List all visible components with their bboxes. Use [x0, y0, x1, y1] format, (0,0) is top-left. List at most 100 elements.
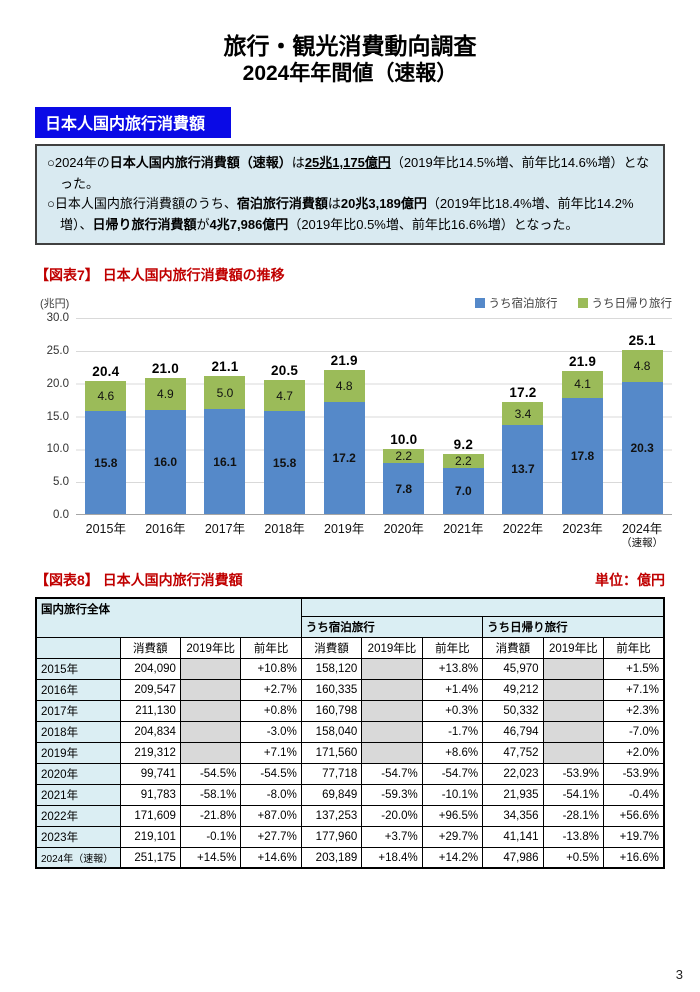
summary-text: （2019年比14.5%増、前年比14.6%増）となった。 — [60, 155, 650, 191]
bar-group-2023: 21.9 4.1 17.8 — [553, 318, 613, 515]
bar-group-2024: 25.1 4.8 20.3 — [612, 318, 672, 515]
bar-group-2018: 20.5 4.7 15.8 — [255, 318, 315, 515]
table-cell — [179, 679, 242, 702]
figure7-heading: 【図表7】 日本人国内旅行消費額の推移 — [35, 265, 665, 285]
table-row: 2016年 209,547 +2.7% 160,335 +1.4% 49,212 +7.1% — [35, 679, 665, 702]
table-row: 2019年 219,312 +7.1% 171,560 +8.6% 47,752 +2.0% — [35, 742, 665, 765]
table-cell: 171,609 — [119, 805, 181, 828]
table-cell: +27.7% — [240, 826, 302, 849]
table-header-row-group: 国内旅行全体 — [35, 597, 665, 639]
table-row: 2024年（速報） 251,175 +14.5% +14.6% 203,189 +18.4… — [35, 847, 665, 869]
column-header: 前年比 — [240, 637, 302, 660]
table-cell: +7.1% — [603, 679, 665, 702]
table-cell: 219,101 — [119, 826, 181, 849]
column-header: 消費額 — [482, 637, 544, 660]
bar-total-label: 21.9 — [569, 354, 597, 370]
table-cell: 209,547 — [119, 679, 181, 702]
bar-total-label: 17.2 — [509, 385, 537, 401]
row-year: 2018年 — [35, 721, 121, 744]
table-cell: 69,849 — [300, 784, 363, 807]
summary-text: 20兆3,189億円 — [340, 196, 427, 212]
table-cell: 34,356 — [482, 805, 544, 828]
bar-total-label: 9.2 — [453, 437, 474, 453]
summary-text: は — [291, 155, 305, 170]
bar-total-label: 25.1 — [628, 333, 656, 349]
summary-box: ○2024年の日本人国内旅行消費額（速報）は25兆1,175億円（2019年比1… — [35, 144, 665, 246]
table-cell: -0.4% — [603, 784, 665, 807]
bar-segment-daytrip: 2.2 — [383, 448, 425, 464]
y-axis: 30.0 25.0 20.0 15.0 10.0 5.0 0.0 — [46, 312, 69, 522]
table-cell: 50,332 — [482, 700, 544, 723]
bar-segment-daytrip: 4.8 — [323, 370, 365, 402]
table-row: 2021年 91,783 -58.1% -8.0% 69,849 -59.3% -10.1%… — [35, 784, 665, 807]
table-cell: 219,312 — [119, 742, 181, 765]
x-tick: 2016年 — [145, 522, 186, 537]
summary-text: は — [327, 196, 341, 212]
bar-total-label: 20.5 — [271, 363, 299, 379]
table-cell: -54.5% — [240, 763, 302, 786]
table-row: 2015年 204,090 +10.8% 158,120 +13.8% 45,970 +1.… — [35, 658, 665, 681]
bar-group-2017: 21.1 5.0 16.1 — [195, 318, 255, 515]
table-cell: 251,175 — [119, 847, 181, 869]
table-cell: +0.8% — [240, 700, 302, 723]
table-cell: 160,798 — [300, 700, 363, 723]
table-cell: 204,834 — [119, 721, 181, 744]
bar-segment-daytrip: 4.8 — [621, 350, 663, 382]
table-cell: 158,040 — [300, 721, 363, 744]
bar-segment-overnight: 13.7 — [502, 424, 544, 515]
table-cell: +0.5% — [542, 847, 605, 869]
table-cell: +14.5% — [179, 847, 242, 869]
column-header: 2019年比 — [361, 637, 423, 660]
segment-value-label: 4.6 — [97, 388, 115, 403]
table-cell: +2.7% — [240, 679, 302, 702]
table-cell: 171,560 — [300, 742, 363, 765]
segment-value-label: 5.0 — [216, 385, 234, 400]
row-year: 2015年 — [35, 658, 121, 681]
bar-group-2020: 10.0 2.2 7.8 — [374, 318, 434, 515]
segment-value-label: 17.8 — [570, 448, 595, 463]
table-row: 2020年 99,741 -54.5% -54.5% 77,718 -54.7% -54.7… — [35, 763, 665, 786]
bar-segment-daytrip: 4.1 — [562, 371, 604, 398]
table-cell: +10.8% — [240, 658, 302, 681]
table-cell — [542, 742, 605, 765]
table-group-header: 国内旅行全体 — [35, 597, 302, 639]
x-tick: 2018年 — [264, 522, 305, 537]
bar-segment-daytrip: 3.4 — [502, 402, 544, 425]
summary-text: ○日本人国内旅行消費額のうち、 — [47, 196, 237, 212]
table-cell — [542, 658, 605, 681]
table-cell: 203,189 — [300, 847, 363, 869]
summary-text: 日本人国内旅行消費額（速報） — [109, 155, 292, 170]
figure7-title: 【図表7】 日本人国内旅行消費額の推移 — [35, 267, 285, 284]
table-cell: +96.5% — [421, 805, 484, 828]
summary-text: ○2024年の — [47, 155, 110, 170]
table-cell: +14.6% — [240, 847, 302, 869]
bar-total-label: 20.4 — [92, 363, 120, 379]
summary-highlight-amount: 25兆1,175億円 — [304, 155, 391, 170]
page-title: 旅行・観光消費動向調査 2024年年間値（速報） — [0, 0, 700, 87]
bar-segment-daytrip: 4.6 — [85, 380, 127, 411]
table-cell: 49,212 — [482, 679, 544, 702]
table-row: 2022年 171,609 -21.8% +87.0% 137,253 -20.0% +96… — [35, 805, 665, 828]
table-cell — [361, 658, 423, 681]
summary-text: 4兆7,986億円 — [209, 216, 289, 232]
section-label: 日本人国内旅行消費額 — [35, 107, 232, 138]
y-axis-unit-label: (兆円) — [40, 298, 70, 311]
column-header: 前年比 — [421, 637, 484, 660]
segment-value-label: 16.0 — [153, 454, 178, 469]
chart-top-row: (兆円) うち宿泊旅行 うち日帰り旅行 — [40, 295, 672, 311]
column-header: 消費額 — [300, 637, 363, 660]
bar-total-label: 21.1 — [211, 359, 239, 375]
table-cell: 91,783 — [119, 784, 181, 807]
table-header-spacer — [35, 637, 121, 660]
bar-group-2021: 9.2 2.2 7.0 — [434, 318, 494, 515]
bar-segment-daytrip: 4.7 — [264, 380, 306, 411]
table-row: 2017年 211,130 +0.8% 160,798 +0.3% 50,332 +2.3% — [35, 700, 665, 723]
legend-item-overnight: うち宿泊旅行 — [474, 295, 558, 311]
segment-value-label: 4.8 — [633, 358, 651, 373]
segment-value-label: 17.2 — [332, 450, 356, 465]
x-tick: 2021年 — [443, 522, 484, 537]
bar-total-label: 21.0 — [151, 360, 179, 376]
segment-value-label: 7.0 — [455, 484, 472, 499]
summary-bullet-1: ○2024年の日本人国内旅行消費額（速報）は25兆1,175億円（2019年比1… — [47, 153, 653, 194]
